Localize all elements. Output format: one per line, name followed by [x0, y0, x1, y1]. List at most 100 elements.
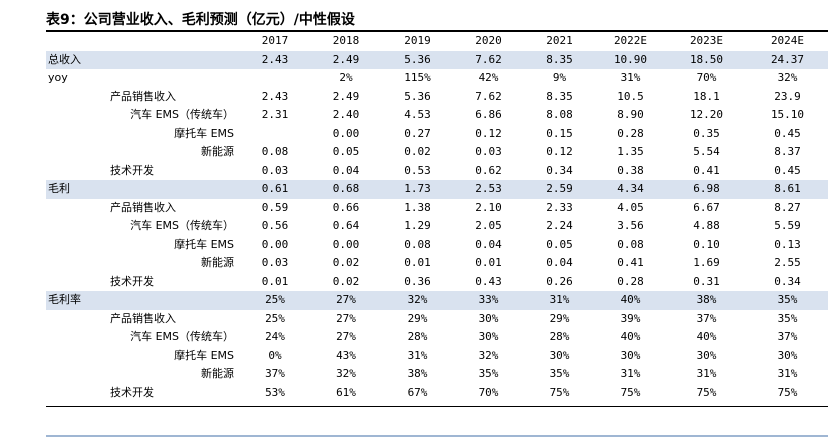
table-cell: 30%: [478, 330, 499, 343]
table-cell: 1.73: [382, 180, 453, 199]
table-cell: 38%: [407, 367, 428, 380]
row-label: 总收入: [46, 50, 240, 69]
table-row: 产品销售收入 0.59 0.66 1.38 2.10 2.33 4.05 6.67 8.27: [46, 199, 828, 218]
table-cell: 30%: [777, 348, 798, 362]
table-cell: 27%: [336, 330, 356, 343]
table-cell: 2.24: [546, 219, 573, 232]
table-cell: 38%: [666, 291, 747, 310]
table-cell: 2.43: [240, 50, 310, 69]
table-cell: 75%: [696, 385, 717, 399]
table-cell: 4.53: [404, 108, 431, 121]
table-cell: 43%: [336, 348, 356, 362]
table-row: 技术开发 0.01 0.02 0.36 0.43 0.26 0.28 0.31 0.34: [46, 273, 828, 292]
row-label: 摩托车 EMS: [174, 348, 234, 362]
table-cell: 35%: [549, 367, 570, 380]
table-cell: 8.08: [546, 108, 573, 121]
table-cell: 0.59: [261, 200, 289, 214]
row-label: 技术开发: [110, 163, 154, 177]
row-label: yoy: [48, 71, 68, 84]
table-cell: 0.53: [404, 163, 431, 177]
table-cell: 0.00: [332, 126, 360, 140]
table-cell: 32%: [382, 291, 453, 310]
table-row: 技术开发 0.03 0.04 0.53 0.62 0.34 0.38 0.41 0.45: [46, 162, 828, 181]
table-cell: 0.02: [404, 145, 431, 158]
table-cell: 0.41: [693, 163, 720, 177]
row-label: 产品销售收入: [110, 89, 176, 103]
table-cell: 0.38: [617, 163, 644, 177]
table-row: 汽车 EMS（传统车） 2.31 2.40 4.53 6.86 8.08 8.90 12.20…: [46, 106, 828, 125]
table-cell: 40%: [696, 330, 717, 343]
table-cell: 0.34: [546, 163, 573, 177]
table-cell: 0.00: [332, 237, 360, 251]
table-cell: 0.01: [261, 274, 289, 288]
table-cell: 12.20: [689, 108, 724, 121]
table-cell: 0.61: [240, 180, 310, 199]
table-cell: 115%: [404, 71, 431, 84]
table-cell: 0.10: [693, 237, 720, 251]
table-cell: 24%: [265, 330, 285, 343]
row-label: 汽车 EMS（传统车）: [130, 219, 234, 232]
row-label: 摩托车 EMS: [174, 126, 234, 140]
table-cell: 6.98: [666, 180, 747, 199]
table-cell: 0%: [268, 348, 282, 362]
table-cell: 0.28: [617, 274, 644, 288]
table-cell: 31%: [696, 367, 717, 380]
column-header: 2024E: [747, 32, 828, 51]
table-cell: 0.27: [404, 126, 431, 140]
column-header: 2023E: [666, 32, 747, 51]
table-cell: 31%: [620, 71, 641, 84]
table-cell: 3.56: [617, 219, 644, 232]
row-label: 产品销售收入: [110, 311, 176, 325]
table-cell: 4.88: [693, 219, 720, 232]
table-cell: 6.67: [693, 200, 720, 214]
table-row: 摩托车 EMS 0% 43% 31% 32% 30% 30% 30% 30%: [46, 347, 828, 366]
row-label: 技术开发: [110, 274, 154, 288]
table-cell: 2.10: [475, 200, 502, 214]
table-cell: 35%: [777, 311, 798, 325]
table-cell: 40%: [595, 291, 666, 310]
table-cell: 75%: [549, 385, 570, 399]
table-cell: 27%: [310, 291, 382, 310]
table-cell: 28%: [549, 330, 570, 343]
table-cell: 70%: [696, 71, 717, 84]
table-cell: 4.34: [595, 180, 666, 199]
row-label: 汽车 EMS（传统车）: [130, 108, 234, 121]
table-cell: 1.35: [617, 145, 644, 158]
table-cell: 31%: [620, 367, 641, 380]
table-cell: 2.40: [332, 108, 360, 121]
table-cell: 7.62: [475, 89, 502, 103]
table-cell: 0.36: [404, 274, 431, 288]
table-cell: 18.50: [666, 50, 747, 69]
table-cell: 32%: [336, 367, 356, 380]
table-cell: 31%: [407, 348, 428, 362]
table-cell: 0.03: [475, 145, 502, 158]
table-cell: 37%: [696, 311, 717, 325]
table-cell: 61%: [336, 385, 356, 399]
table-cell: 0.43: [475, 274, 502, 288]
table-cell: 0.26: [546, 274, 573, 288]
header-row: 2017 2018 2019 2020 2021 2022E 2023E 2024E: [46, 32, 828, 51]
table-cell: 0.62: [475, 163, 502, 177]
table-cell: [240, 69, 310, 88]
table-cell: 5.59: [774, 219, 801, 232]
top-rule: [46, 30, 828, 32]
table-cell: 0.08: [617, 237, 644, 251]
table-cell: 42%: [478, 71, 499, 84]
table-cell: 0.01: [404, 256, 431, 269]
table-cell: 0.34: [774, 274, 801, 288]
table-cell: 4.05: [617, 200, 644, 214]
table-cell: 0.02: [332, 274, 360, 288]
table-cell: 8.37: [774, 145, 801, 158]
table-row: 摩托车 EMS 0.00 0.00 0.08 0.04 0.05 0.08 0.10 0.13: [46, 236, 828, 255]
header-corner: [46, 32, 240, 51]
table-cell: 0.12: [475, 126, 502, 140]
table-cell: 0.03: [261, 256, 289, 269]
table-cell: 8.61: [747, 180, 828, 199]
table-cell: 29%: [407, 311, 428, 325]
table-cell: 0.45: [774, 126, 801, 140]
table-cell: 0.03: [261, 163, 289, 177]
table-cell: 40%: [620, 330, 641, 343]
table-cell: 23.9: [774, 89, 801, 103]
column-header: 2018: [310, 32, 382, 51]
table-cell: 8.35: [524, 50, 595, 69]
